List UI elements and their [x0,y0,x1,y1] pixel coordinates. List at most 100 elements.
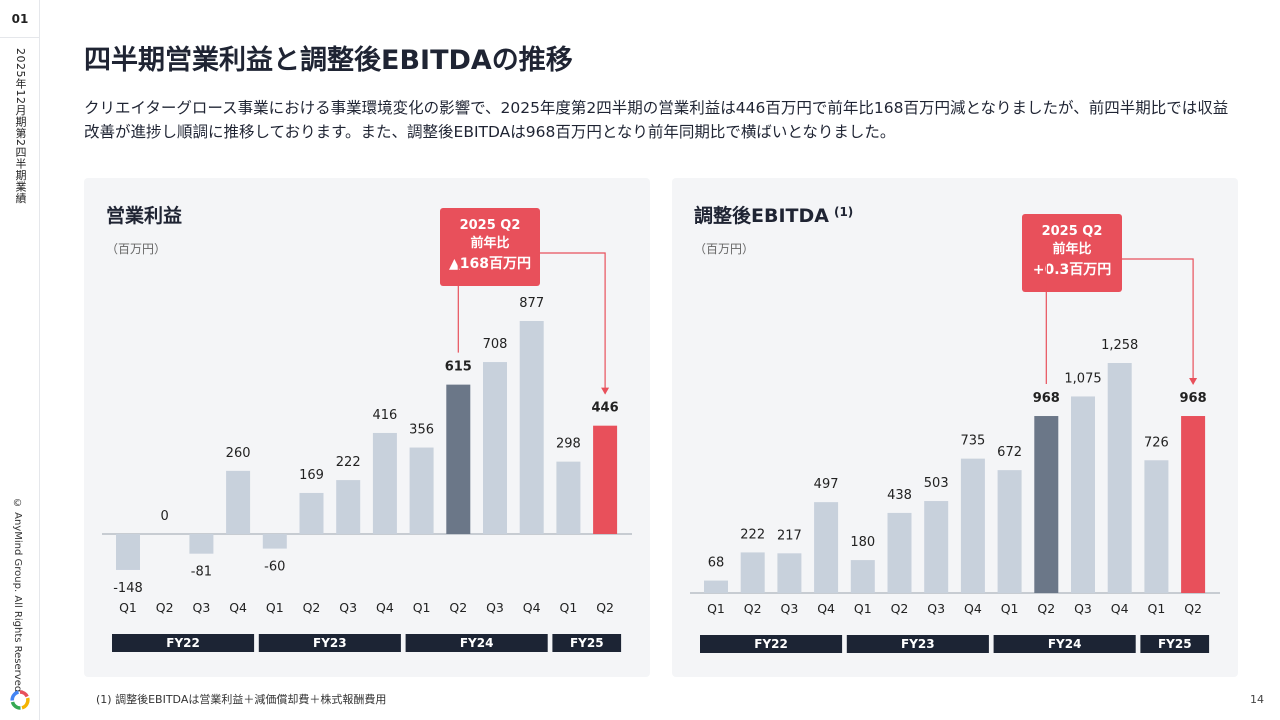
x-tick-label: Q4 [1111,601,1129,616]
data-label: -81 [191,565,212,580]
data-label: 260 [226,446,251,461]
callout-box [440,208,540,286]
bar [997,470,1022,593]
bar [189,534,214,554]
x-tick-label: Q2 [303,600,321,615]
x-tick-label: Q4 [376,600,394,615]
data-label: -148 [113,581,143,596]
x-tick-label: Q3 [927,601,945,616]
data-label: 726 [1144,435,1169,450]
bar [336,480,361,534]
data-label: 708 [483,337,508,352]
data-label: 877 [519,296,544,311]
bar [1034,416,1059,593]
bar [960,458,985,593]
bar [1071,396,1095,593]
bar [740,552,765,593]
x-tick-label: Q1 [1148,601,1166,616]
x-tick-label: Q1 [413,600,431,615]
bar [1107,363,1132,593]
fiscal-year-band [846,635,989,653]
fiscal-year-label: FY25 [1158,637,1192,651]
fiscal-year-label: FY25 [570,636,604,650]
x-tick-label: Q4 [229,600,247,615]
x-tick-label: Q2 [744,601,762,616]
bar [814,502,839,593]
data-label: 438 [887,488,912,503]
operating-profit-chart: 営業利益 （百万円） -148 Q1 0 Q2 -81 Q3 260 Q4 -60 Q1 169 Q2 22… [102,204,632,652]
data-label: 497 [814,477,839,492]
data-label: 416 [372,408,397,423]
data-label: 169 [299,468,324,483]
operating-profit-panel: 営業利益 （百万円） -148 Q1 0 Q2 -81 Q3 260 Q4 -60 Q1 169 Q2 22… [84,178,650,677]
data-label: 180 [850,535,875,550]
x-tick-label: Q1 [1001,601,1019,616]
callout-period: 2025 Q2 [460,218,521,233]
data-label: 68 [708,556,725,571]
x-tick-label: Q4 [523,600,541,615]
copyright-text: © AnyMind Group. All Rights Reserved. [12,498,23,696]
fiscal-year-band [258,634,401,652]
footnote: (1) 調整後EBITDAは営業利益＋減価償却費＋株式報酬費用 [96,693,387,706]
anymind-logo-icon [10,690,30,710]
bar [556,461,581,534]
data-label: 446 [592,401,619,416]
bar [483,362,507,534]
chart-title-footnote-mark: (1) [834,205,853,219]
bar [593,425,618,534]
bar [1144,460,1169,593]
data-label: 222 [740,527,765,542]
fiscal-year-label: FY22 [754,637,788,651]
x-tick-label: Q2 [449,600,467,615]
callout-connector-current [540,252,606,394]
callout-comparison-label: 前年比 [470,235,509,251]
data-label: 1,258 [1101,338,1138,353]
bar [1181,416,1206,593]
fiscal-year-label: FY22 [166,636,200,650]
chart-title: 調整後EBITDA (1) [694,204,853,227]
x-tick-label: Q3 [1074,601,1092,616]
callout-period: 2025 Q2 [1042,224,1103,239]
x-tick-label: Q1 [560,600,578,615]
data-label: 217 [777,528,802,543]
callout-connector-previous [440,252,459,353]
bar [409,447,434,534]
bar [777,553,802,593]
page-number: 14 [1250,693,1264,706]
bar [299,492,324,534]
x-tick-label: Q3 [339,600,357,615]
lead-paragraph: クリエイターグロース事業における事業環境変化の影響で、2025年度第2四半期の営… [84,99,1229,141]
data-label: 735 [960,434,985,449]
data-label: 615 [445,360,472,375]
data-label: 968 [1033,391,1060,406]
fiscal-year-band [552,634,622,652]
fiscal-year-band [112,634,255,652]
fiscal-year-label: FY23 [313,636,347,650]
x-tick-label: Q4 [817,601,835,616]
fiscal-year-label: FY23 [901,637,935,651]
x-tick-label: Q2 [596,600,614,615]
x-tick-label: Q1 [707,601,725,616]
bar [116,534,140,570]
data-label: 968 [1180,391,1207,406]
x-tick-label: Q3 [193,600,211,615]
bar [446,384,471,534]
data-label: -60 [264,560,285,575]
bar [887,512,912,593]
bar [924,501,949,593]
adjusted-ebitda-chart: 調整後EBITDA (1) （百万円） 68 Q1 222 Q2 217 Q3 497 Q4 180 Q… [690,204,1220,653]
x-tick-label: Q1 [266,600,284,615]
section-number: 01 [0,0,40,38]
callout-box [1022,214,1122,292]
fiscal-year-band [405,634,548,652]
page-title: 四半期営業利益と調整後EBITDAの推移 [84,45,573,76]
fiscal-year-band [700,635,843,653]
x-tick-label: Q2 [156,600,174,615]
fiscal-year-label: FY24 [1048,637,1082,651]
adjusted-ebitda-panel: 調整後EBITDA (1) （百万円） 68 Q1 222 Q2 217 Q3 497 Q4 180 Q… [672,178,1238,677]
callout-arrowhead [1189,378,1198,386]
bar [262,534,287,549]
data-label: 222 [336,455,361,470]
x-tick-label: Q4 [964,601,982,616]
fiscal-year-band [1140,635,1210,653]
